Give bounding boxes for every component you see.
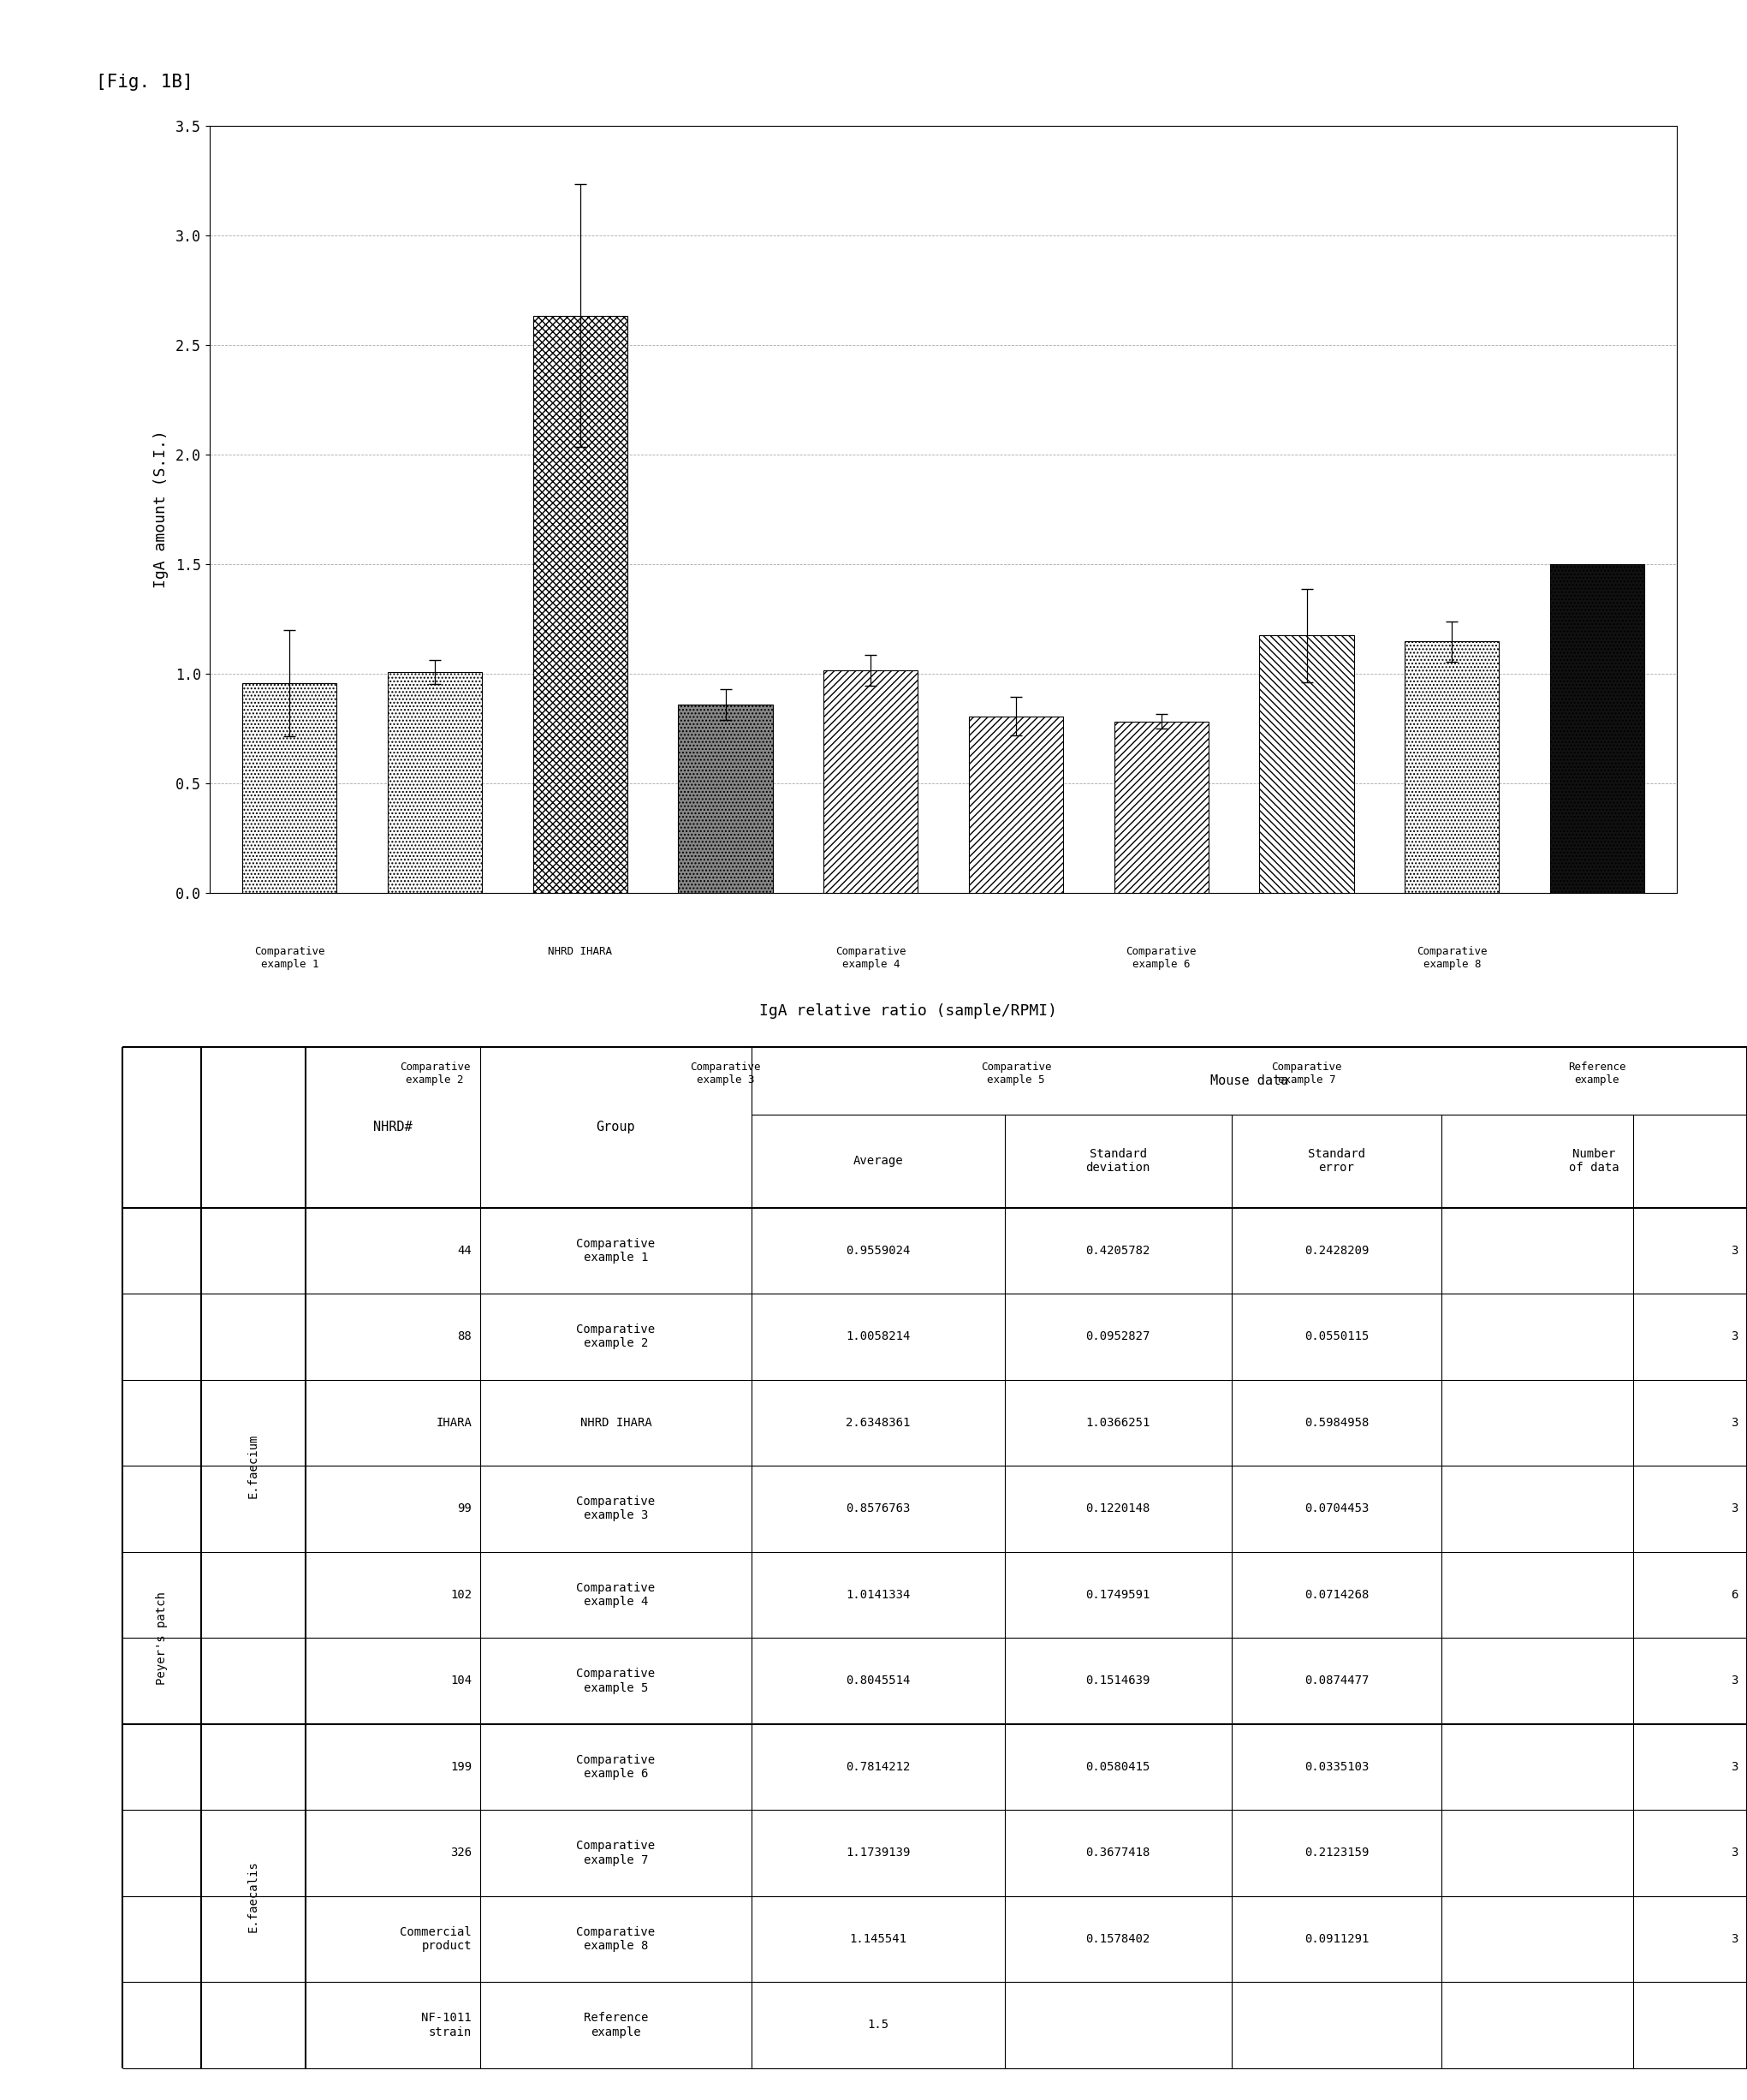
- Text: Comparative
example 1: Comparative example 1: [255, 947, 325, 970]
- Text: Comparative
example 2: Comparative example 2: [577, 1323, 655, 1350]
- Bar: [970, 716, 1064, 892]
- Text: Mouse data: Mouse data: [1211, 1075, 1288, 1088]
- Text: 0.1749591: 0.1749591: [1087, 1590, 1150, 1600]
- Text: 1.0366251: 1.0366251: [1087, 1418, 1150, 1428]
- Text: 0.0704453: 0.0704453: [1305, 1504, 1368, 1514]
- Text: 0.2123159: 0.2123159: [1305, 1848, 1368, 1858]
- Text: 0.1578402: 0.1578402: [1087, 1932, 1150, 1945]
- Text: Group: Group: [596, 1121, 636, 1134]
- Text: 199: 199: [451, 1762, 472, 1772]
- Bar: [1405, 643, 1499, 892]
- Text: Comparative
example 2: Comparative example 2: [400, 1060, 470, 1086]
- Text: 104: 104: [451, 1676, 472, 1686]
- Text: Comparative
example 3: Comparative example 3: [577, 1495, 655, 1522]
- Text: Comparative
example 1: Comparative example 1: [577, 1237, 655, 1264]
- Text: NHRD IHARA: NHRD IHARA: [580, 1418, 652, 1428]
- Text: Comparative
example 4: Comparative example 4: [835, 947, 907, 970]
- Text: 0.8576763: 0.8576763: [846, 1504, 910, 1514]
- Text: 3: 3: [1731, 1245, 1738, 1256]
- Bar: [1260, 636, 1354, 892]
- Text: 3: 3: [1731, 1504, 1738, 1514]
- Text: 0.9559024: 0.9559024: [846, 1245, 910, 1256]
- Text: Comparative
example 8: Comparative example 8: [577, 1926, 655, 1951]
- Text: 44: 44: [458, 1245, 472, 1256]
- Text: 0.1220148: 0.1220148: [1087, 1504, 1150, 1514]
- Text: 2.6348361: 2.6348361: [846, 1418, 910, 1428]
- Text: Comparative
example 7: Comparative example 7: [1272, 1060, 1342, 1086]
- Text: 1.5: 1.5: [867, 2018, 889, 2031]
- Text: 0.0550115: 0.0550115: [1305, 1331, 1368, 1342]
- Text: 3: 3: [1731, 1676, 1738, 1686]
- Text: Comparative
example 6: Comparative example 6: [577, 1754, 655, 1781]
- Text: 0.3677418: 0.3677418: [1087, 1848, 1150, 1858]
- Text: 0.7814212: 0.7814212: [846, 1762, 910, 1772]
- Text: Average: Average: [853, 1155, 903, 1168]
- Text: 0.0335103: 0.0335103: [1305, 1762, 1368, 1772]
- Text: Standard
deviation: Standard deviation: [1087, 1149, 1150, 1174]
- Text: 1.0141334: 1.0141334: [846, 1590, 910, 1600]
- Text: 1.1739139: 1.1739139: [846, 1848, 910, 1858]
- Text: Comparative
example 5: Comparative example 5: [980, 1060, 1052, 1086]
- Text: Peyer's patch: Peyer's patch: [155, 1592, 168, 1684]
- Text: E.faecium: E.faecium: [248, 1434, 259, 1497]
- Text: NHRD IHARA: NHRD IHARA: [549, 947, 611, 958]
- Text: 0.0580415: 0.0580415: [1087, 1762, 1150, 1772]
- Bar: [388, 672, 482, 892]
- Text: 0.8045514: 0.8045514: [846, 1676, 910, 1686]
- Bar: [678, 706, 772, 892]
- Text: Commercial
product: Commercial product: [400, 1926, 472, 1951]
- Bar: [533, 315, 627, 892]
- Text: 326: 326: [451, 1848, 472, 1858]
- Text: IHARA: IHARA: [435, 1418, 472, 1428]
- Text: 1.0058214: 1.0058214: [846, 1331, 910, 1342]
- Text: Standard
error: Standard error: [1309, 1149, 1364, 1174]
- Text: Comparative
example 6: Comparative example 6: [1127, 947, 1197, 970]
- Text: Comparative
example 8: Comparative example 8: [1417, 947, 1487, 970]
- Bar: [243, 682, 337, 892]
- Text: Comparative
example 5: Comparative example 5: [577, 1667, 655, 1695]
- Text: 1.145541: 1.145541: [849, 1932, 907, 1945]
- Text: 0.0714268: 0.0714268: [1305, 1590, 1368, 1600]
- Bar: [1550, 565, 1644, 892]
- Text: 0.4205782: 0.4205782: [1087, 1245, 1150, 1256]
- Text: 0.0874477: 0.0874477: [1305, 1676, 1368, 1686]
- Text: Comparative
example 4: Comparative example 4: [577, 1581, 655, 1609]
- Text: 3: 3: [1731, 1932, 1738, 1945]
- Text: 99: 99: [458, 1504, 472, 1514]
- Text: 3: 3: [1731, 1331, 1738, 1342]
- Text: Number
of data: Number of data: [1569, 1149, 1619, 1174]
- Text: Comparative
example 3: Comparative example 3: [690, 1060, 760, 1086]
- Bar: [1115, 722, 1209, 892]
- Text: Reference
example: Reference example: [1569, 1060, 1626, 1086]
- Text: 102: 102: [451, 1590, 472, 1600]
- Text: 88: 88: [458, 1331, 472, 1342]
- Y-axis label: IgA amount (S.I.): IgA amount (S.I.): [154, 430, 168, 588]
- Text: 6: 6: [1731, 1590, 1738, 1600]
- Text: NHRD#: NHRD#: [374, 1121, 412, 1134]
- Text: NF-1011
strain: NF-1011 strain: [421, 2012, 472, 2037]
- Text: IgA relative ratio (sample/RPMI): IgA relative ratio (sample/RPMI): [760, 1004, 1057, 1018]
- Text: 0.2428209: 0.2428209: [1305, 1245, 1368, 1256]
- Text: Reference
example: Reference example: [583, 2012, 648, 2037]
- Text: 0.5984958: 0.5984958: [1305, 1418, 1368, 1428]
- Text: 0.0911291: 0.0911291: [1305, 1932, 1368, 1945]
- Text: 0.1514639: 0.1514639: [1087, 1676, 1150, 1686]
- Text: 3: 3: [1731, 1762, 1738, 1772]
- Text: E.faecalis: E.faecalis: [248, 1861, 259, 1932]
- Text: 3: 3: [1731, 1418, 1738, 1428]
- Text: [Fig. 1B]: [Fig. 1B]: [96, 74, 194, 90]
- Text: 3: 3: [1731, 1848, 1738, 1858]
- Text: Comparative
example 7: Comparative example 7: [577, 1840, 655, 1867]
- Bar: [823, 670, 917, 892]
- Text: 0.0952827: 0.0952827: [1087, 1331, 1150, 1342]
